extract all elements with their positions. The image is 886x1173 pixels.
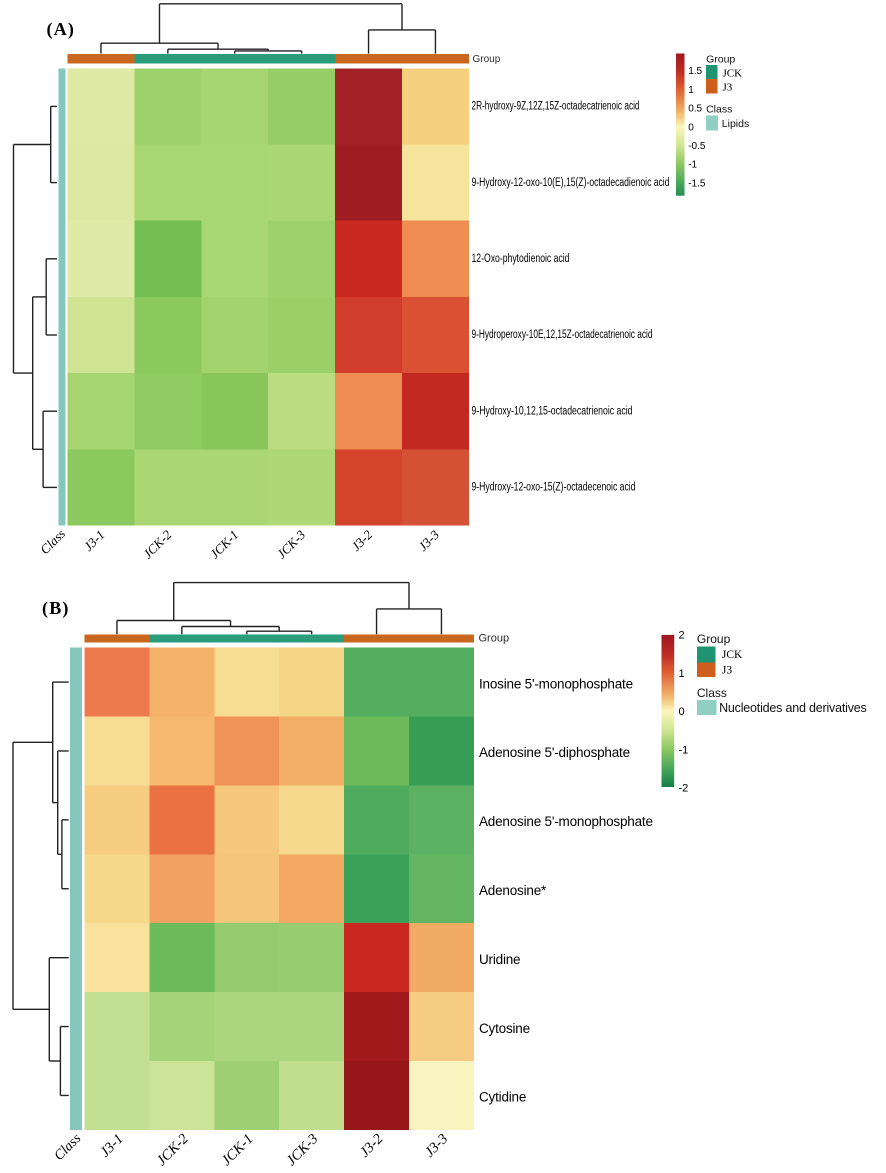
svg-text:Nucleotides and derivatives: Nucleotides and derivatives — [719, 701, 866, 715]
svg-text:(B): (B) — [42, 598, 70, 619]
svg-text:9-Hydroxy-12-oxo-10(E),15(Z)-o: 9-Hydroxy-12-oxo-10(E),15(Z)-octadecadie… — [472, 177, 670, 189]
svg-text:-0.5: -0.5 — [688, 141, 706, 152]
svg-text:-2: -2 — [679, 783, 689, 795]
svg-text:2: 2 — [679, 630, 685, 642]
svg-text:J3: J3 — [722, 665, 732, 677]
svg-text:Group: Group — [473, 54, 501, 65]
svg-text:Cytosine: Cytosine — [479, 1021, 530, 1036]
svg-text:Cytidine: Cytidine — [479, 1090, 526, 1105]
svg-text:0: 0 — [679, 706, 685, 718]
svg-text:1.5: 1.5 — [688, 66, 702, 77]
svg-text:Class: Class — [706, 103, 732, 115]
svg-text:Lipids: Lipids — [722, 118, 749, 130]
svg-text:1: 1 — [688, 85, 694, 96]
svg-text:0: 0 — [688, 122, 694, 133]
svg-text:Adenosine 5'-diphosphate: Adenosine 5'-diphosphate — [479, 745, 630, 760]
svg-text:Class: Class — [697, 686, 727, 700]
svg-text:9-Hydroxy-12-oxo-15(Z)-octadec: 9-Hydroxy-12-oxo-15(Z)-octadecenoic acid — [472, 482, 636, 494]
svg-text:-1: -1 — [679, 744, 689, 756]
svg-text:Group: Group — [706, 54, 735, 66]
svg-text:9-Hydroperoxy-10E,12,15Z-octad: 9-Hydroperoxy-10E,12,15Z-octadecatrienoi… — [472, 329, 653, 341]
svg-text:J3: J3 — [723, 82, 733, 94]
svg-text:12-Oxo-phytodienoic acid: 12-Oxo-phytodienoic acid — [472, 253, 570, 265]
svg-text:(A): (A) — [47, 19, 76, 40]
svg-text:2R-hydroxy-9Z,12Z,15Z-octadeca: 2R-hydroxy-9Z,12Z,15Z-octadecatrienoic a… — [472, 101, 640, 113]
svg-text:Uridine: Uridine — [479, 952, 520, 967]
svg-text:1: 1 — [679, 668, 685, 680]
svg-text:-1: -1 — [688, 160, 697, 171]
svg-text:Adenosine*: Adenosine* — [479, 883, 547, 898]
svg-text:Adenosine 5'-monophosphate: Adenosine 5'-monophosphate — [479, 814, 653, 829]
svg-text:Group: Group — [479, 633, 510, 645]
svg-text:9-Hydroxy-10,12,15-octadecatri: 9-Hydroxy-10,12,15-octadecatrienoic acid — [472, 405, 633, 417]
svg-text:JCK: JCK — [722, 649, 743, 661]
svg-text:JCK: JCK — [723, 67, 743, 79]
svg-text:0.5: 0.5 — [688, 104, 702, 115]
svg-text:Inosine 5'-monophosphate: Inosine 5'-monophosphate — [479, 676, 633, 691]
svg-text:Group: Group — [697, 632, 731, 646]
svg-text:-1.5: -1.5 — [688, 178, 706, 189]
